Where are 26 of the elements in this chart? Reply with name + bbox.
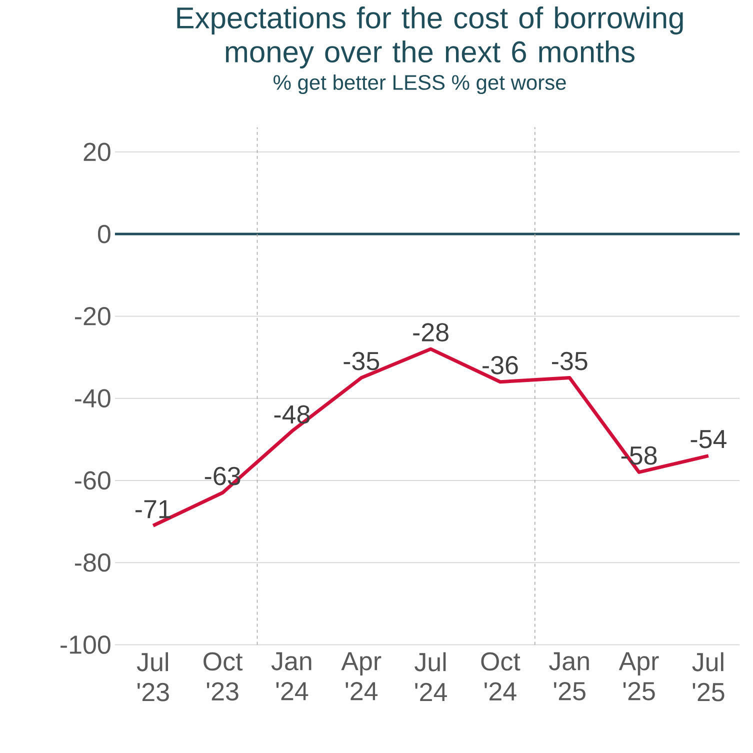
y-tick-label: -20 [75, 307, 110, 326]
x-tick-label: Jul '23 [136, 652, 169, 702]
x-tick-label: Jul '24 [414, 652, 447, 702]
x-tick-label: Apr '25 [618, 652, 659, 701]
data-label: -71 [136, 500, 171, 518]
chart-title: Expectations for the cost of borrowing money over the next 6 months [177, 6, 683, 69]
data-label: -54 [690, 430, 726, 448]
chart-subtitle: % get better LESS % get worse [274, 74, 566, 94]
y-tick-label: -80 [75, 554, 110, 572]
y-tick-label: 20 [84, 142, 110, 162]
x-tick-label: Oct '24 [481, 652, 520, 701]
x-tick-label: Apr '24 [341, 652, 382, 700]
x-tick-label: Jan '24 [271, 652, 312, 700]
x-tick-label: Jan '25 [549, 652, 589, 701]
y-tick-label: -60 [75, 471, 110, 490]
y-tick-label: 0 [98, 225, 110, 244]
x-tick-label: Oct '23 [204, 652, 243, 701]
data-label: -36 [482, 356, 518, 375]
y-tick-label: -40 [75, 389, 110, 408]
data-label: -63 [204, 467, 240, 486]
x-tick-label: Jul '25 [692, 652, 724, 702]
data-label: -35 [344, 352, 380, 370]
data-label: -48 [274, 405, 310, 424]
y-tick-label: -100 [60, 636, 110, 654]
data-label: -35 [552, 352, 588, 370]
data-label: -28 [413, 323, 448, 342]
